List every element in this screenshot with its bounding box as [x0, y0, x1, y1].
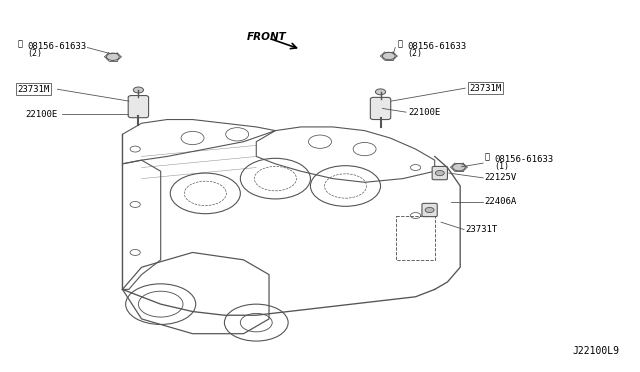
FancyBboxPatch shape [422, 203, 437, 217]
Text: 22125V: 22125V [484, 173, 516, 182]
FancyBboxPatch shape [432, 166, 447, 180]
Text: FRONT: FRONT [246, 32, 287, 42]
Circle shape [376, 89, 386, 95]
Text: 23731T: 23731T [465, 225, 497, 234]
Text: 08156-61633: 08156-61633 [27, 42, 86, 51]
Circle shape [435, 170, 444, 176]
Circle shape [133, 87, 143, 93]
Text: 23731M: 23731M [470, 84, 502, 93]
Circle shape [425, 208, 434, 212]
Circle shape [383, 52, 395, 60]
Text: J22100L9: J22100L9 [573, 346, 620, 356]
FancyBboxPatch shape [128, 96, 148, 118]
Text: (2): (2) [27, 49, 42, 58]
Text: 22100E: 22100E [408, 108, 440, 117]
Text: (1): (1) [494, 162, 509, 171]
FancyBboxPatch shape [371, 97, 391, 119]
Text: 22406A: 22406A [484, 197, 516, 206]
Text: Ⓑ: Ⓑ [397, 39, 403, 48]
Text: 22100E: 22100E [26, 109, 58, 119]
Text: 08156-61633: 08156-61633 [407, 42, 467, 51]
Circle shape [452, 163, 465, 171]
Text: 08156-61633: 08156-61633 [494, 155, 553, 164]
Text: 23731M: 23731M [17, 85, 49, 94]
Text: (2): (2) [407, 49, 422, 58]
Circle shape [106, 53, 119, 61]
Text: Ⓑ: Ⓑ [484, 153, 490, 161]
Text: Ⓑ: Ⓑ [17, 39, 22, 48]
